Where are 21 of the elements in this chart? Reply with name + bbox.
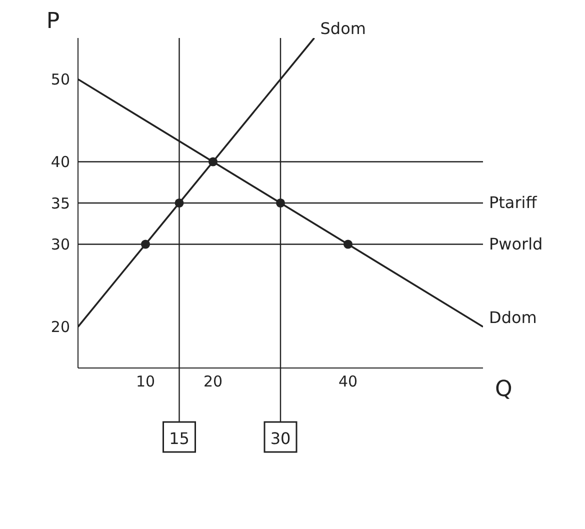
ref-line-label: 15 xyxy=(169,429,190,448)
y-tick-label: 35 xyxy=(50,194,70,212)
ref-line-label: Ptariff xyxy=(489,193,538,212)
y-axis-title: P xyxy=(46,9,60,34)
point xyxy=(276,198,286,208)
point xyxy=(174,198,184,208)
x-tick-label: 20 xyxy=(203,372,223,391)
point xyxy=(343,240,353,249)
x-tick-label: 10 xyxy=(136,372,156,391)
point xyxy=(208,157,218,166)
y-tick-label: 30 xyxy=(50,236,70,254)
ref-line-label: 30 xyxy=(270,429,291,448)
y-tick-label: 40 xyxy=(50,153,70,172)
series-label: Ddom xyxy=(489,308,537,327)
x-tick-label: 40 xyxy=(338,372,358,391)
point xyxy=(140,240,150,249)
y-tick-label: 50 xyxy=(50,70,70,89)
ref-line-label: Pworld xyxy=(489,234,543,254)
x-axis-title: Q xyxy=(495,376,512,402)
y-tick-label: 20 xyxy=(50,318,70,336)
series-label: Sdom xyxy=(320,19,366,38)
